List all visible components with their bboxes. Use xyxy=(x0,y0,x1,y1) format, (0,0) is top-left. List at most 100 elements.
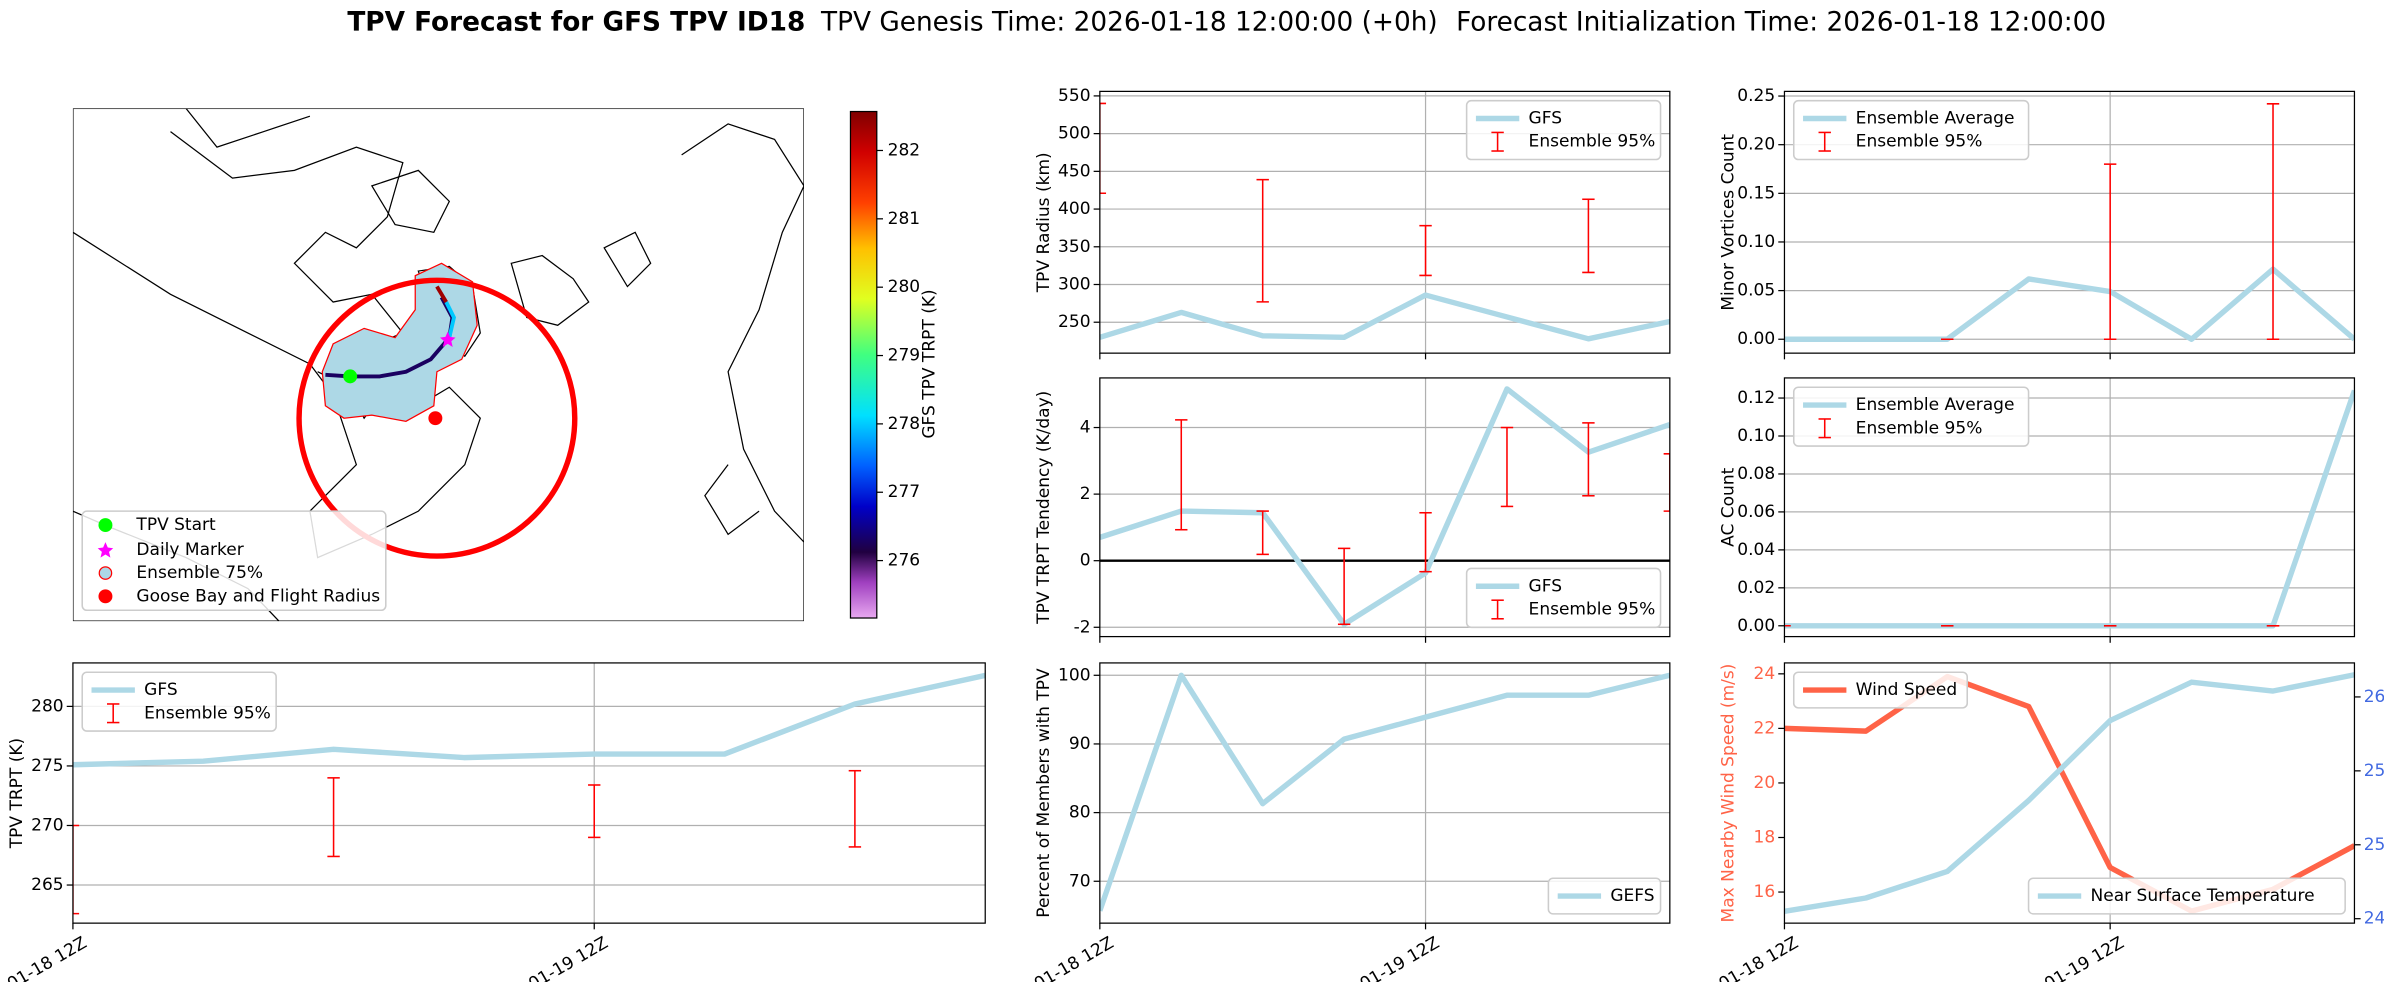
legend-label: TPV Start xyxy=(135,515,216,535)
plot-area xyxy=(1099,672,1670,912)
error-bar xyxy=(1419,511,1432,573)
error-bar xyxy=(1500,426,1514,508)
legend-box xyxy=(1465,567,1662,629)
track-end xyxy=(435,285,448,304)
y-tick-label: 0.04 xyxy=(1737,540,1775,560)
colorbar-tick-label: 280 xyxy=(888,277,920,297)
title-genesis: TPV Genesis Time: 2026-01-18 12:00:00 (+… xyxy=(820,8,1438,38)
error-bar xyxy=(1582,198,1595,274)
legend-box xyxy=(1547,877,1662,915)
legend-label: GFS xyxy=(1529,108,1562,128)
axes-frame xyxy=(1783,662,2356,924)
y-tick-label: 0.00 xyxy=(1737,616,1775,636)
line xyxy=(72,672,986,768)
y-tick-label: 265 xyxy=(31,875,63,895)
line xyxy=(1099,386,1670,627)
y-axis-label: Max Nearby Wind Speed (m/s) xyxy=(1719,664,1739,923)
legend: Ensemble Average Ensemble 95% xyxy=(1792,99,2030,161)
map-legend: TPV Start Daily Marker Ensemble 75% Goos… xyxy=(81,510,387,612)
panel: 16 18 20 22 24 245 250 255 260 01-18 12Z 01-19 12Z… xyxy=(1715,662,2384,982)
legend: Near Surface Temperature xyxy=(2027,877,2346,915)
y-axis-label: TPV Radius (km) xyxy=(1034,152,1054,293)
y-tick-label: 280 xyxy=(31,696,63,716)
legend-label: Ensemble 95% xyxy=(1856,418,1983,438)
plot-area xyxy=(1099,386,1670,627)
panel: 0.00 0.02 0.04 0.06 0.08 0.10 0.12 AC Count Ense… xyxy=(1719,377,2356,643)
error-bar xyxy=(848,769,862,848)
x-tick-label: 01-19 12Z xyxy=(2041,933,2127,982)
error-bar xyxy=(327,777,340,858)
colorbar-tick-label: 282 xyxy=(888,140,920,160)
legend: Wind Speed xyxy=(1792,671,1968,709)
y-tick-label: 18 xyxy=(1754,827,1776,847)
legend-marker xyxy=(97,542,114,558)
legend-label: Ensemble Average xyxy=(1856,108,2015,128)
y2-tick-label: 255 xyxy=(2364,761,2384,781)
error-bar xyxy=(2103,163,2117,341)
panel: 265 270 275 280 01-18 12Z 01-19 12Z TPV TRPT (… xyxy=(4,662,986,982)
y-tick-label: 24 xyxy=(1754,664,1776,684)
axes-frame xyxy=(1099,662,1671,924)
y-tick-label: 90 xyxy=(1069,734,1091,754)
legend-marker xyxy=(98,518,113,533)
plot-area xyxy=(72,672,986,915)
line xyxy=(1784,673,2355,914)
legend-label: Ensemble 95% xyxy=(1856,132,1983,152)
error-bar xyxy=(1419,224,1432,277)
y2-tick-label: 260 xyxy=(2364,687,2384,707)
y-tick-label: 0.08 xyxy=(1737,464,1775,484)
y-tick-label: 80 xyxy=(1069,803,1091,823)
error-bar xyxy=(588,784,601,839)
y-tick-label: 0.05 xyxy=(1737,281,1775,301)
legend-label: Ensemble 95% xyxy=(1529,132,1656,152)
line xyxy=(1784,266,2355,342)
y-tick-label: 0.02 xyxy=(1737,578,1775,598)
y-tick-label: 400 xyxy=(1058,199,1090,219)
legend-box xyxy=(1792,386,2030,447)
legend-box xyxy=(1792,671,1968,709)
daily-marker xyxy=(440,331,456,347)
line xyxy=(1784,389,2355,629)
error-bar xyxy=(1256,178,1269,303)
x-tick-label: 01-18 12Z xyxy=(1715,933,1801,982)
error-bar xyxy=(2266,103,2280,341)
colorbar xyxy=(849,110,878,619)
error-bar xyxy=(1099,102,1107,194)
legend-box xyxy=(2027,877,2346,915)
axes-frame xyxy=(1783,377,2356,638)
y-axis-label: AC Count xyxy=(1719,467,1739,546)
error-bar xyxy=(72,824,80,915)
y-tick-label: 100 xyxy=(1058,665,1090,685)
legend-label: Ensemble 95% xyxy=(144,703,271,723)
legend-box xyxy=(81,671,277,732)
y-tick-label: 350 xyxy=(1058,237,1090,257)
error-bar xyxy=(1256,510,1269,556)
title-init: Forecast Initialization Time: 2026-01-18… xyxy=(1456,8,2106,38)
legend-label: Ensemble Average xyxy=(1856,395,2015,415)
colorbar-tick-label: 277 xyxy=(888,482,920,502)
axes-frame xyxy=(1099,377,1671,638)
track-late xyxy=(444,301,456,339)
error-bar xyxy=(1582,422,1595,497)
y-tick-label: 250 xyxy=(1058,312,1090,332)
y-tick-label: 0.20 xyxy=(1737,135,1775,155)
panel: 0.00 0.05 0.10 0.15 0.20 0.25 Minor Vortices C… xyxy=(1719,86,2356,360)
line xyxy=(1099,292,1670,342)
axes-frame xyxy=(72,662,986,924)
plot-area xyxy=(1099,102,1670,342)
plot-area xyxy=(1784,389,2355,629)
y-tick-label: 0.00 xyxy=(1737,329,1775,349)
x-tick-label: 01-19 12Z xyxy=(1357,933,1443,982)
colorbar-tick-label: 279 xyxy=(888,346,920,366)
y-tick-label: 300 xyxy=(1058,275,1090,295)
y-tick-label: 0.06 xyxy=(1737,502,1775,522)
colorbar-tick-label: 276 xyxy=(888,551,920,571)
y-tick-label: 500 xyxy=(1058,124,1090,144)
y-tick-label: 270 xyxy=(31,815,63,835)
ensemble-area xyxy=(321,262,478,422)
line xyxy=(1099,672,1670,912)
legend: GFS Ensemble 95% xyxy=(1465,99,1662,161)
legend-box xyxy=(1465,99,1662,161)
y-tick-label: 0.10 xyxy=(1737,232,1775,252)
line xyxy=(1784,672,2355,914)
